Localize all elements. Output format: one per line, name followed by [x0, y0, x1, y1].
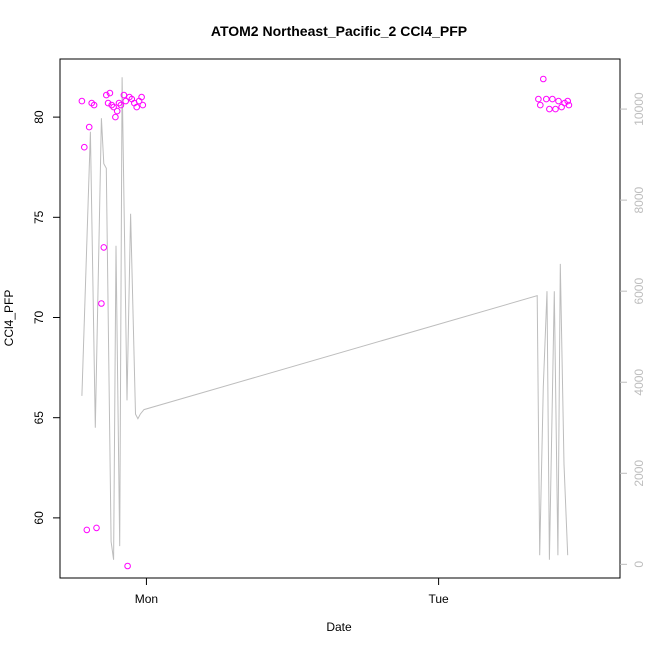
y-axis-label: CCl4_PFP [2, 290, 16, 347]
y2-tick-label: 4000 [632, 369, 646, 396]
data-point [106, 89, 114, 97]
x-tick-label: Tue [428, 592, 449, 606]
left-axis: 60 65 70 75 80 [32, 110, 60, 525]
point-series [78, 75, 573, 570]
data-point [138, 93, 145, 101]
data-point [540, 75, 547, 83]
data-point [558, 103, 565, 111]
data-point [93, 524, 100, 532]
data-point [555, 97, 562, 105]
data-point [98, 300, 105, 307]
data-point [117, 101, 125, 109]
altitude-line [81, 77, 569, 560]
y-tick-label: 80 [32, 110, 46, 124]
x-axis-label: Date [326, 620, 352, 634]
plot-frame [59, 58, 621, 579]
y2-tick-label: 8000 [632, 186, 646, 213]
data-point [124, 562, 131, 570]
data-point [115, 99, 123, 107]
data-point [133, 103, 140, 111]
data-point [81, 143, 88, 151]
line-series [81, 77, 569, 560]
data-point [100, 244, 108, 251]
data-point [564, 97, 572, 105]
data-point [535, 95, 542, 103]
data-point [537, 101, 544, 109]
x-axis: Mon Tue [135, 578, 449, 606]
data-point [113, 107, 121, 115]
data-point [110, 103, 117, 111]
data-point [83, 526, 91, 534]
data-point [546, 105, 553, 113]
y-tick-label: 65 [32, 411, 46, 425]
data-point [104, 99, 112, 107]
right-axis: 0 2000 4000 6000 8000 10000 [620, 92, 646, 568]
y-tick-label: 75 [32, 210, 46, 224]
y2-tick-label: 0 [632, 561, 646, 568]
y2-tick-label: 2000 [632, 460, 646, 487]
chart-title: ATOM2 Northeast_Pacific_2 CCl4_PFP [211, 23, 467, 39]
data-point [139, 101, 147, 109]
data-point [549, 95, 556, 103]
y2-tick-label: 6000 [632, 278, 646, 305]
data-point [565, 101, 573, 109]
y2-tick-label: 10000 [632, 92, 646, 126]
data-point [122, 97, 129, 105]
y-tick-label: 60 [32, 511, 46, 525]
data-point [552, 105, 559, 113]
data-point [108, 101, 115, 109]
data-point [103, 91, 110, 99]
data-point [78, 97, 86, 105]
y-tick-label: 70 [32, 311, 46, 325]
data-point [120, 91, 128, 99]
data-point [85, 123, 93, 131]
x-tick-label: Mon [135, 592, 158, 606]
data-point [112, 113, 119, 121]
data-point [543, 95, 550, 103]
data-point [90, 101, 98, 109]
